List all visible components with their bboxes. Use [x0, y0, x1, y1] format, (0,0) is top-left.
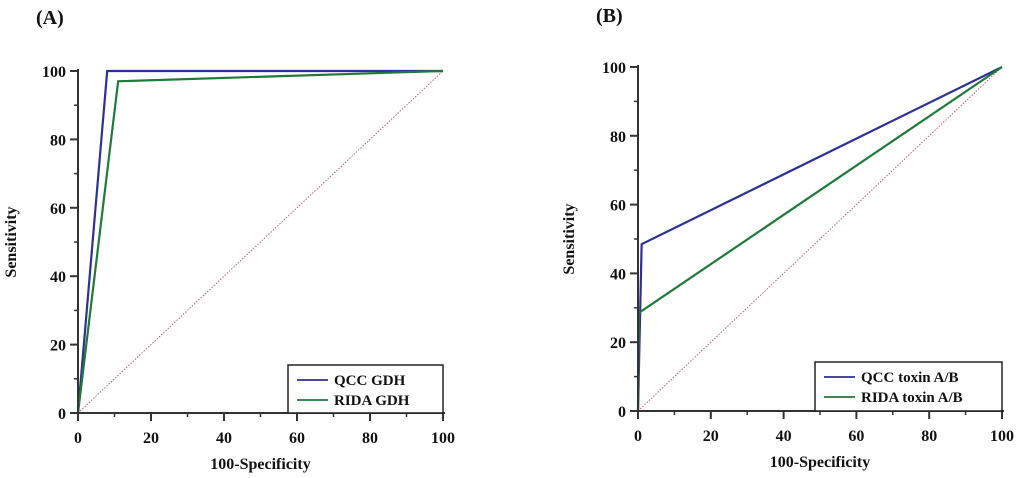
legend-item: QCC GDH [297, 373, 406, 389]
series-line-rida-gdh [76, 69, 444, 414]
y-axis-title: Sensitivity [3, 206, 20, 277]
x-tick-label: 40 [776, 428, 792, 445]
legend-label: QCC toxin A/B [861, 370, 959, 386]
x-tick-label: 20 [703, 428, 719, 445]
legend-item: RIDA toxin A/B [824, 390, 963, 406]
y-tick-label: 0 [618, 404, 626, 421]
y-tick-label: 80 [610, 129, 626, 146]
y-tick-label: 40 [50, 269, 66, 286]
y-tick-label: 100 [42, 64, 66, 81]
x-tick-label: 100 [990, 428, 1014, 445]
legend: QCC toxin A/B RIDA toxin A/B [814, 361, 1003, 412]
y-tick-label: 100 [602, 60, 626, 77]
y-tick-label: 20 [50, 338, 66, 355]
legend-item: QCC toxin A/B [824, 370, 959, 386]
legend-label: RIDA toxin A/B [861, 390, 963, 406]
y-tick-label: 60 [50, 201, 66, 218]
y-axis-title: Sensitivity [561, 203, 578, 274]
reference-diagonal-line [77, 70, 444, 414]
x-tick-label: 40 [216, 430, 232, 447]
panel-label: (A) [36, 7, 64, 29]
y-tick-label: 0 [58, 406, 66, 423]
y-tick-label: 20 [610, 335, 626, 352]
chart-panel-a: (A) 0 20 40 60 80 100 0 20 40 60 80 100 100-Specifici… [3, 7, 455, 473]
x-axis-title: 100-Specificity [770, 454, 870, 471]
chart-panel-b: (B) 0 20 40 60 80 100 0 20 40 60 80 100 100-Specifici… [561, 5, 1014, 471]
x-tick-label: 60 [848, 428, 864, 445]
legend-label: RIDA GDH [334, 393, 410, 409]
y-tick-label: 60 [610, 198, 626, 215]
reference-diagonal-line [637, 66, 1003, 412]
legend-label: QCC GDH [334, 373, 406, 389]
legend-box [287, 364, 444, 414]
y-tick-label: 40 [610, 266, 626, 283]
x-tick-label: 80 [921, 428, 937, 445]
legend: QCC GDH RIDA GDH [287, 364, 444, 414]
series-line-qcc-gdh [76, 69, 443, 414]
panel-label: (B) [596, 5, 623, 27]
x-tick-label: 20 [143, 430, 159, 447]
x-tick-label: 60 [289, 430, 305, 447]
x-axis-title: 100-Specificity [210, 456, 310, 473]
legend-item: RIDA GDH [297, 393, 410, 409]
x-tick-label: 80 [362, 430, 378, 447]
x-tick-label: 0 [74, 430, 82, 447]
legend-box [814, 361, 1003, 412]
y-tick-label: 80 [50, 132, 66, 149]
x-tick-label: 0 [634, 428, 642, 445]
x-tick-label: 100 [431, 430, 455, 447]
